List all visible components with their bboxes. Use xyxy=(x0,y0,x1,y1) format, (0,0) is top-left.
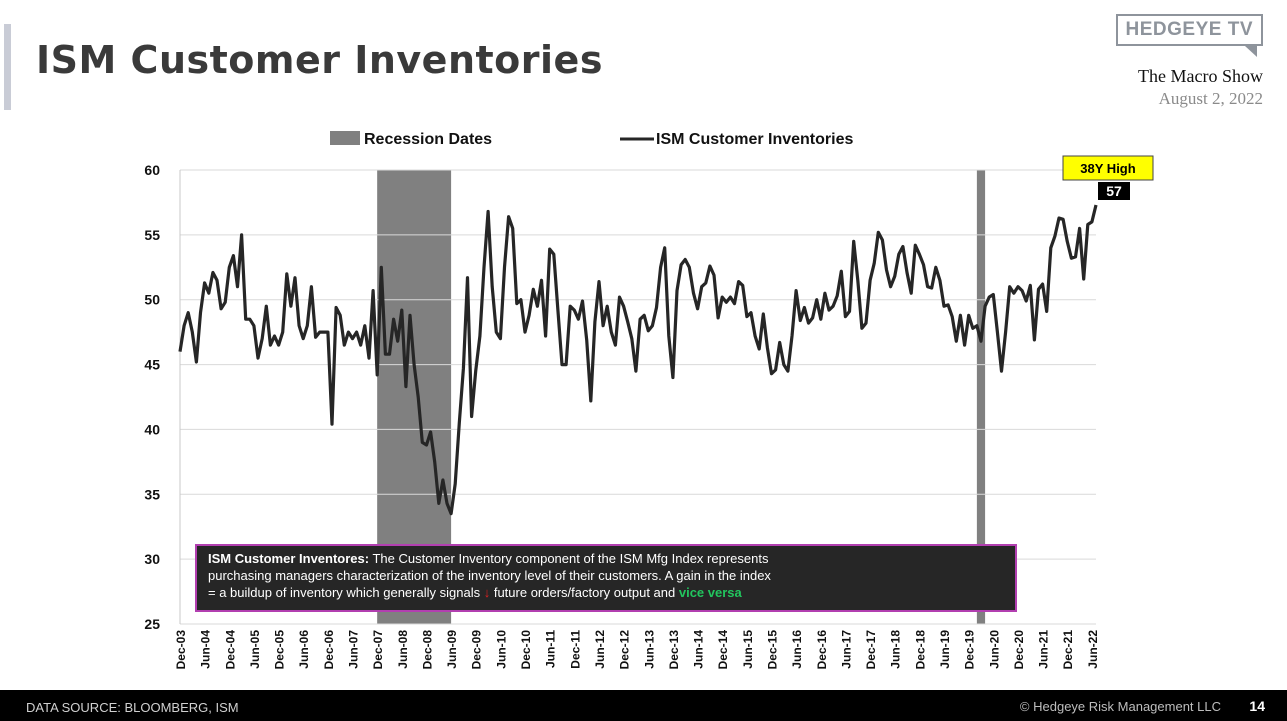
callout: 38Y High 57 xyxy=(1062,155,1154,200)
x-tick-label: Dec-10 xyxy=(519,630,533,670)
note-line-3c: vice versa xyxy=(679,585,743,600)
page-number: 14 xyxy=(1249,698,1265,714)
series-line-ism-customer-inventories xyxy=(178,204,1098,516)
legend-swatch-recession xyxy=(330,131,360,145)
brand-block: HEDGEYE TV The Macro Show August 2, 2022 xyxy=(1115,14,1263,109)
x-tick-label: Jun-16 xyxy=(790,630,804,669)
copyright: © Hedgeye Risk Management LLC xyxy=(1019,699,1221,714)
x-tick-label: Dec-20 xyxy=(1012,630,1026,670)
brand-logo-text: HEDGEYE TV xyxy=(1115,14,1263,46)
x-tick-label: Dec-08 xyxy=(420,630,434,670)
note-title: ISM Customer Inventores: xyxy=(208,551,369,566)
note-line-3a: = a buildup of inventory which generally… xyxy=(208,585,481,600)
note-box xyxy=(195,544,1017,612)
page-title: ISM Customer Inventories xyxy=(36,38,603,82)
x-tick-label: Jun-09 xyxy=(445,630,459,669)
note-box-group: ISM Customer Inventores: The Customer In… xyxy=(195,544,1017,612)
x-tick-label: Jun-17 xyxy=(839,630,853,669)
note-text-line-3: = a buildup of inventory which generally… xyxy=(208,585,743,600)
recession-band xyxy=(976,170,986,624)
x-tick-label: Dec-16 xyxy=(815,630,829,670)
x-tick-label: Dec-05 xyxy=(273,630,287,670)
callout-value-label: 57 xyxy=(1106,183,1122,199)
series-lines xyxy=(178,204,1098,516)
y-tick-label: 45 xyxy=(144,357,160,373)
x-tick-label: Dec-06 xyxy=(322,630,336,670)
title-accent-bar xyxy=(4,24,11,110)
x-tick-label: Jun-12 xyxy=(593,630,607,669)
x-tick-label: Jun-04 xyxy=(199,630,213,669)
y-tick-label: 40 xyxy=(144,421,160,437)
show-date: August 2, 2022 xyxy=(1158,89,1263,108)
y-tick-label: 50 xyxy=(144,292,160,308)
x-tick-label: Jun-21 xyxy=(1037,630,1051,669)
x-tick-label: Dec-15 xyxy=(765,630,779,670)
x-tick-label: Dec-13 xyxy=(667,630,681,670)
note-text-line-2: purchasing managers characterization of … xyxy=(208,568,771,583)
note-line-3b: future orders/factory output and xyxy=(494,585,675,600)
x-tick-label: Dec-12 xyxy=(618,630,632,670)
show-name: The Macro Show xyxy=(1138,66,1263,86)
x-axis-ticks: Dec-03 Jun-04 Dec-04 Jun-05 Dec-05 Jun-06 Dec-… xyxy=(174,630,1100,670)
x-tick-label: Jun-06 xyxy=(297,630,311,669)
x-tick-label: Jun-14 xyxy=(692,630,706,669)
y-tick-label: 25 xyxy=(144,616,160,632)
x-tick-label: Dec-03 xyxy=(174,630,188,670)
speech-bubble-tail-icon xyxy=(1245,46,1257,57)
legend-label-recession: Recession Dates xyxy=(364,131,492,148)
chart: 25 30 35 40 45 50 55 60 Dec-03 Jun-04 Dec-04 Jun-0… xyxy=(144,131,1154,670)
y-tick-label: 35 xyxy=(144,486,160,502)
x-tick-label: Jun-13 xyxy=(642,630,656,669)
x-tick-label: Dec-04 xyxy=(223,630,237,670)
x-tick-label: Dec-09 xyxy=(470,630,484,670)
legend: Recession Dates ISM Customer Inventories xyxy=(330,131,853,148)
brand-logo: HEDGEYE TV xyxy=(1115,14,1263,57)
y-tick-label: 30 xyxy=(144,551,160,567)
note-line-1: The Customer Inventory component of the … xyxy=(372,551,768,566)
y-tick-label: 60 xyxy=(144,162,160,178)
legend-label-ism: ISM Customer Inventories xyxy=(656,131,853,148)
y-axis-ticks: 25 30 35 40 45 50 55 60 xyxy=(144,162,160,632)
data-source: DATA SOURCE: BLOOMBERG, ISM xyxy=(26,700,239,715)
x-tick-label: Dec-17 xyxy=(864,630,878,670)
callout-high-badge xyxy=(1062,155,1154,181)
x-tick-label: Jun-11 xyxy=(544,630,558,668)
x-tick-label: Dec-18 xyxy=(913,630,927,670)
down-arrow-icon: ↓ xyxy=(484,585,491,600)
x-tick-label: Jun-20 xyxy=(987,630,1001,669)
x-tick-label: Jun-05 xyxy=(248,630,262,669)
x-tick-label: Dec-19 xyxy=(963,630,977,670)
x-tick-label: Jun-18 xyxy=(889,630,903,669)
x-tick-label: Dec-14 xyxy=(716,630,730,670)
y-tick-label: 55 xyxy=(144,227,160,243)
x-tick-label: Jun-15 xyxy=(741,630,755,669)
x-tick-label: Jun-07 xyxy=(347,630,361,669)
callout-high-label: 38Y High xyxy=(1080,161,1135,176)
x-tick-label: Jun-22 xyxy=(1086,630,1100,669)
x-tick-label: Jun-10 xyxy=(494,630,508,669)
x-tick-label: Dec-21 xyxy=(1061,630,1075,670)
callout-value-badge xyxy=(1098,182,1130,200)
x-tick-label: Dec-07 xyxy=(371,630,385,670)
note-text-line-1: ISM Customer Inventores: The Customer In… xyxy=(208,551,769,566)
footer: DATA SOURCE: BLOOMBERG, ISM © Hedgeye Ri… xyxy=(0,690,1287,721)
x-tick-label: Dec-11 xyxy=(568,630,582,669)
x-tick-label: Jun-19 xyxy=(938,630,952,669)
x-tick-label: Jun-08 xyxy=(396,630,410,669)
